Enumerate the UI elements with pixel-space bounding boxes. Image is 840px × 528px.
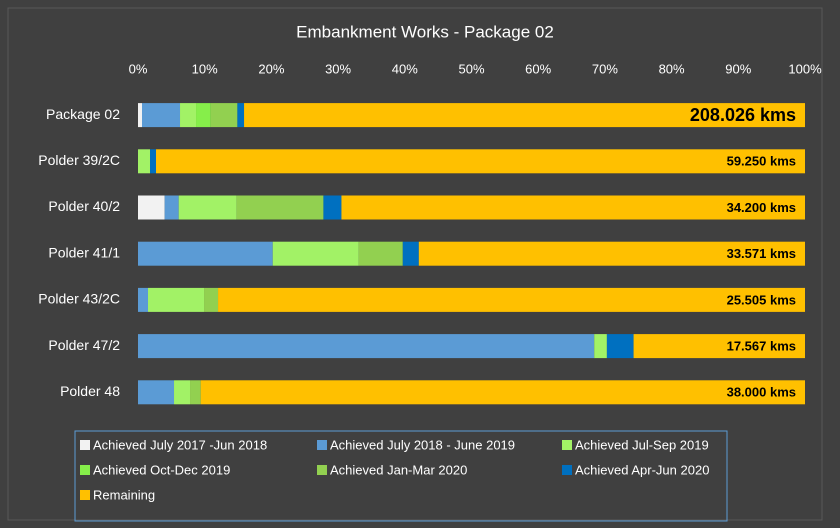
bar-segment: [358, 241, 403, 266]
x-tick-label: 70%: [592, 61, 618, 76]
bar-segment: [272, 241, 359, 266]
x-tick-label: 50%: [458, 61, 484, 76]
bar-segment: [244, 103, 806, 128]
x-tick-label: 30%: [325, 61, 351, 76]
bar-segment: [606, 334, 634, 359]
x-tick-label: 20%: [258, 61, 284, 76]
legend-label: Achieved Jul-Sep 2019: [575, 437, 709, 452]
total-label: 59.250 kms: [727, 154, 796, 169]
bar-segment: [594, 334, 607, 359]
total-label: 38.000 kms: [727, 385, 796, 400]
legend-swatch: [80, 465, 90, 475]
bar-segment: [148, 287, 205, 312]
y-tick-label: Polder 47/2: [48, 337, 120, 353]
bar-segment: [200, 380, 805, 405]
bar-segment: [138, 103, 143, 128]
bar-segment: [138, 241, 273, 266]
legend-label: Achieved July 2018 - June 2019: [330, 437, 515, 452]
bar-segment: [174, 380, 191, 405]
bar-segment: [164, 195, 179, 220]
bar-segment: [138, 195, 165, 220]
y-tick-label: Polder 48: [60, 383, 120, 399]
y-tick-label: Package 02: [46, 106, 120, 122]
legend-label: Achieved July 2017 -Jun 2018: [93, 437, 267, 452]
legend-label: Remaining: [93, 487, 155, 502]
x-tick-label: 0%: [129, 61, 148, 76]
bar-segment: [402, 241, 419, 266]
bar-segment: [236, 195, 324, 220]
bar-segment: [204, 287, 219, 312]
legend-swatch: [80, 440, 90, 450]
bar-segment: [237, 103, 245, 128]
bar-segment: [138, 149, 151, 174]
x-tick-label: 10%: [192, 61, 218, 76]
y-tick-label: Polder 43/2C: [38, 291, 120, 307]
x-tick-label: 90%: [725, 61, 751, 76]
bar-segment: [138, 287, 149, 312]
x-tick-label: 40%: [392, 61, 418, 76]
legend-label: Achieved Jan-Mar 2020: [330, 462, 467, 477]
chart-title: Embankment Works - Package 02: [296, 22, 554, 41]
bar-segment: [180, 103, 197, 128]
x-tick-label: 60%: [525, 61, 551, 76]
legend-swatch: [562, 465, 572, 475]
y-tick-label: Polder 41/1: [48, 244, 120, 260]
total-label: 34.200 kms: [727, 200, 796, 215]
y-tick-label: Polder 40/2: [48, 198, 120, 214]
total-label: 208.026 kms: [690, 105, 796, 125]
legend-swatch: [80, 490, 90, 500]
bar-segment: [210, 103, 238, 128]
bar-segment: [218, 287, 806, 312]
bar-segment: [150, 149, 157, 174]
x-tick-label: 80%: [659, 61, 685, 76]
total-label: 33.571 kms: [727, 246, 796, 261]
bar-segment: [323, 195, 342, 220]
bar-segment: [196, 103, 211, 128]
chart-border: [7, 7, 823, 521]
bar-segment: [178, 195, 237, 220]
legend-swatch: [317, 465, 327, 475]
bar-segment: [138, 380, 175, 405]
legend-box: [74, 430, 728, 522]
bar-segment: [341, 195, 805, 220]
total-label: 25.505 kms: [727, 292, 796, 307]
bar-segment: [418, 241, 805, 266]
bar-segment: [138, 334, 595, 359]
x-tick-label: 100%: [788, 61, 822, 76]
legend-swatch: [317, 440, 327, 450]
bar-segment: [142, 103, 181, 128]
legend-label: Achieved Apr-Jun 2020: [575, 462, 709, 477]
total-label: 17.567 kms: [727, 339, 796, 354]
bar-segment: [190, 380, 201, 405]
legend-swatch: [562, 440, 572, 450]
bar-segment: [633, 334, 805, 359]
y-tick-label: Polder 39/2C: [38, 152, 120, 168]
bar-segment: [156, 149, 805, 174]
legend-label: Achieved Oct-Dec 2019: [93, 462, 230, 477]
